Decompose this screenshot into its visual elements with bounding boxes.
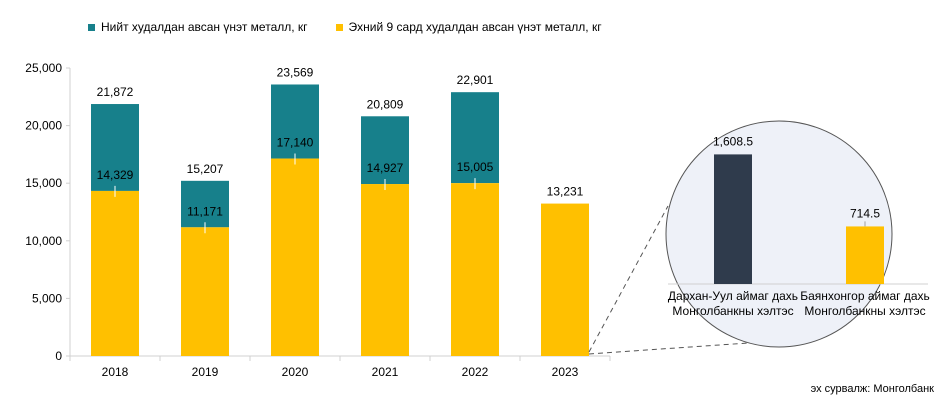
data-label-recent: 14,927 [367,161,404,175]
bar-total-segment [271,84,319,159]
x-tick-label: 2023 [552,365,579,379]
data-label-total: 22,901 [457,73,494,87]
x-tick-label: 2019 [192,365,219,379]
bar-recent-segment [361,184,409,356]
legend-swatch-recent [335,23,343,31]
y-tick-label: 5,000 [32,291,62,305]
bar-total-segment [91,104,139,191]
y-tick-label: 15,000 [25,176,62,190]
data-label-total: 20,809 [367,97,404,111]
data-label-total: 13,231 [547,185,584,199]
bar-recent-segment [541,203,589,356]
zoom-x-tick-label: Дархан-Уул аймаг дахь [668,289,798,303]
bar-recent-segment [181,227,229,356]
zoom-x-tick-label: Баянхонгор аймаг дахь [800,289,930,303]
data-label-recent: 11,171 [187,204,223,218]
zoom-data-label: 714.5 [850,206,880,220]
y-tick-label: 0 [55,349,62,363]
data-label-total: 23,569 [277,65,314,79]
source-note: эх сурвалж: Монголбанк [810,383,934,395]
x-tick-label: 2020 [282,365,309,379]
legend-label-total: Нийт худалдан авсан үнэт металл, кг [101,20,308,34]
bar-total-segment [181,180,229,228]
data-label-recent: 15,005 [457,160,494,174]
bar-total-segment [361,116,409,185]
legend-item-total: Нийт худалдан авсан үнэт металл, кг [88,20,308,34]
zoom-bar [846,226,884,284]
legend-item-recent: Эхний 9 сард худалдан авсан үнэт металл,… [335,20,602,34]
legend-label-recent: Эхний 9 сард худалдан авсан үнэт металл,… [348,20,602,34]
zoom-connector-upper [588,205,669,353]
y-tick-label: 25,000 [25,61,62,75]
zoom-x-tick-label: Монголбанкны хэлтэс [672,304,793,318]
legend-swatch-total [88,23,95,31]
zoom-bar [714,154,752,284]
data-label-recent: 17,140 [277,136,314,150]
x-tick-label: 2022 [462,365,489,379]
zoom-connector-lower [588,342,749,355]
bar-recent-segment [451,183,499,356]
zoom-x-tick-label: Монголбанкны хэлтэс [804,304,925,318]
data-label-recent: 14,329 [97,168,134,182]
y-tick-label: 10,000 [25,234,62,248]
y-tick-label: 20,000 [25,119,62,133]
bar-total-segment [451,92,499,184]
legend: Нийт худалдан авсан үнэт металл, кг Эхни… [88,20,602,34]
x-tick-label: 2021 [372,365,399,379]
zoom-data-label: 1,608.5 [713,134,753,148]
x-tick-label: 2018 [102,365,129,379]
data-label-total: 15,207 [187,162,224,176]
bar-recent-segment [271,158,319,356]
bar-recent-segment [91,190,139,356]
data-label-total: 21,872 [97,85,134,99]
